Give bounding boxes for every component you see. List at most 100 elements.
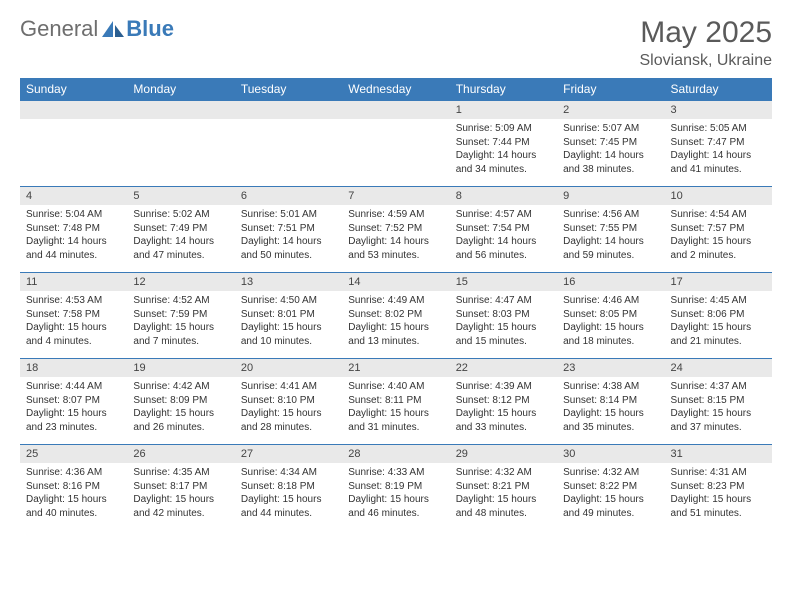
weekday-header: Wednesday bbox=[342, 78, 449, 101]
calendar-day-cell: 25Sunrise: 4:36 AMSunset: 8:16 PMDayligh… bbox=[20, 445, 127, 531]
calendar-day-cell: 15Sunrise: 4:47 AMSunset: 8:03 PMDayligh… bbox=[450, 273, 557, 359]
calendar-day-cell bbox=[127, 101, 234, 187]
calendar-day-cell: 22Sunrise: 4:39 AMSunset: 8:12 PMDayligh… bbox=[450, 359, 557, 445]
logo-text-blue: Blue bbox=[126, 16, 174, 42]
daylight-text: Daylight: 15 hours and 49 minutes. bbox=[563, 493, 658, 520]
day-content: Sunrise: 4:45 AMSunset: 8:06 PMDaylight:… bbox=[665, 291, 772, 354]
day-content: Sunrise: 4:52 AMSunset: 7:59 PMDaylight:… bbox=[127, 291, 234, 354]
day-content: Sunrise: 5:07 AMSunset: 7:45 PMDaylight:… bbox=[557, 119, 664, 182]
day-content: Sunrise: 5:02 AMSunset: 7:49 PMDaylight:… bbox=[127, 205, 234, 268]
daylight-text: Daylight: 15 hours and 31 minutes. bbox=[348, 407, 443, 434]
daylight-text: Daylight: 15 hours and 2 minutes. bbox=[671, 235, 766, 262]
daylight-text: Daylight: 15 hours and 44 minutes. bbox=[241, 493, 336, 520]
sunrise-text: Sunrise: 4:44 AM bbox=[26, 380, 121, 394]
day-number: 1 bbox=[450, 101, 557, 119]
sunrise-text: Sunrise: 5:09 AM bbox=[456, 122, 551, 136]
day-number bbox=[127, 101, 234, 119]
calendar-day-cell: 24Sunrise: 4:37 AMSunset: 8:15 PMDayligh… bbox=[665, 359, 772, 445]
daylight-text: Daylight: 14 hours and 56 minutes. bbox=[456, 235, 551, 262]
sunset-text: Sunset: 8:22 PM bbox=[563, 480, 658, 494]
calendar-day-cell: 28Sunrise: 4:33 AMSunset: 8:19 PMDayligh… bbox=[342, 445, 449, 531]
day-number: 23 bbox=[557, 359, 664, 377]
calendar-day-cell: 30Sunrise: 4:32 AMSunset: 8:22 PMDayligh… bbox=[557, 445, 664, 531]
day-content: Sunrise: 4:57 AMSunset: 7:54 PMDaylight:… bbox=[450, 205, 557, 268]
calendar-day-cell: 2Sunrise: 5:07 AMSunset: 7:45 PMDaylight… bbox=[557, 101, 664, 187]
daylight-text: Daylight: 15 hours and 10 minutes. bbox=[241, 321, 336, 348]
month-title: May 2025 bbox=[640, 16, 773, 50]
day-content: Sunrise: 4:56 AMSunset: 7:55 PMDaylight:… bbox=[557, 205, 664, 268]
day-number: 14 bbox=[342, 273, 449, 291]
day-content: Sunrise: 4:35 AMSunset: 8:17 PMDaylight:… bbox=[127, 463, 234, 526]
sunset-text: Sunset: 8:09 PM bbox=[133, 394, 228, 408]
location: Sloviansk, Ukraine bbox=[640, 52, 773, 70]
daylight-text: Daylight: 14 hours and 34 minutes. bbox=[456, 149, 551, 176]
calendar-day-cell: 10Sunrise: 4:54 AMSunset: 7:57 PMDayligh… bbox=[665, 187, 772, 273]
calendar-day-cell: 6Sunrise: 5:01 AMSunset: 7:51 PMDaylight… bbox=[235, 187, 342, 273]
daylight-text: Daylight: 14 hours and 50 minutes. bbox=[241, 235, 336, 262]
sunrise-text: Sunrise: 4:36 AM bbox=[26, 466, 121, 480]
logo: General Blue bbox=[20, 16, 174, 42]
day-content: Sunrise: 4:42 AMSunset: 8:09 PMDaylight:… bbox=[127, 377, 234, 440]
day-content: Sunrise: 4:40 AMSunset: 8:11 PMDaylight:… bbox=[342, 377, 449, 440]
day-number: 29 bbox=[450, 445, 557, 463]
day-number: 22 bbox=[450, 359, 557, 377]
sunset-text: Sunset: 8:11 PM bbox=[348, 394, 443, 408]
calendar-day-cell: 18Sunrise: 4:44 AMSunset: 8:07 PMDayligh… bbox=[20, 359, 127, 445]
sunset-text: Sunset: 7:57 PM bbox=[671, 222, 766, 236]
day-content: Sunrise: 4:47 AMSunset: 8:03 PMDaylight:… bbox=[450, 291, 557, 354]
day-content: Sunrise: 4:54 AMSunset: 7:57 PMDaylight:… bbox=[665, 205, 772, 268]
calendar-week-row: 18Sunrise: 4:44 AMSunset: 8:07 PMDayligh… bbox=[20, 359, 772, 445]
day-number bbox=[20, 101, 127, 119]
sunset-text: Sunset: 8:03 PM bbox=[456, 308, 551, 322]
daylight-text: Daylight: 15 hours and 23 minutes. bbox=[26, 407, 121, 434]
page-header: General Blue May 2025 Sloviansk, Ukraine bbox=[20, 16, 772, 70]
day-number: 27 bbox=[235, 445, 342, 463]
sunset-text: Sunset: 8:21 PM bbox=[456, 480, 551, 494]
day-content: Sunrise: 4:59 AMSunset: 7:52 PMDaylight:… bbox=[342, 205, 449, 268]
calendar-day-cell: 13Sunrise: 4:50 AMSunset: 8:01 PMDayligh… bbox=[235, 273, 342, 359]
daylight-text: Daylight: 14 hours and 44 minutes. bbox=[26, 235, 121, 262]
calendar-table: SundayMondayTuesdayWednesdayThursdayFrid… bbox=[20, 78, 772, 531]
day-number: 13 bbox=[235, 273, 342, 291]
sunrise-text: Sunrise: 4:34 AM bbox=[241, 466, 336, 480]
sunset-text: Sunset: 8:17 PM bbox=[133, 480, 228, 494]
day-content: Sunrise: 4:33 AMSunset: 8:19 PMDaylight:… bbox=[342, 463, 449, 526]
sunset-text: Sunset: 7:48 PM bbox=[26, 222, 121, 236]
day-number: 17 bbox=[665, 273, 772, 291]
day-content: Sunrise: 4:39 AMSunset: 8:12 PMDaylight:… bbox=[450, 377, 557, 440]
day-number: 28 bbox=[342, 445, 449, 463]
day-number: 25 bbox=[20, 445, 127, 463]
sunset-text: Sunset: 8:10 PM bbox=[241, 394, 336, 408]
daylight-text: Daylight: 15 hours and 15 minutes. bbox=[456, 321, 551, 348]
day-content: Sunrise: 4:36 AMSunset: 8:16 PMDaylight:… bbox=[20, 463, 127, 526]
sunrise-text: Sunrise: 4:40 AM bbox=[348, 380, 443, 394]
daylight-text: Daylight: 14 hours and 38 minutes. bbox=[563, 149, 658, 176]
day-number: 19 bbox=[127, 359, 234, 377]
logo-sail-icon bbox=[102, 21, 124, 37]
sunset-text: Sunset: 8:07 PM bbox=[26, 394, 121, 408]
day-content: Sunrise: 4:32 AMSunset: 8:22 PMDaylight:… bbox=[557, 463, 664, 526]
sunset-text: Sunset: 8:02 PM bbox=[348, 308, 443, 322]
sunset-text: Sunset: 7:58 PM bbox=[26, 308, 121, 322]
sunrise-text: Sunrise: 5:02 AM bbox=[133, 208, 228, 222]
daylight-text: Daylight: 15 hours and 33 minutes. bbox=[456, 407, 551, 434]
calendar-day-cell bbox=[342, 101, 449, 187]
day-content: Sunrise: 4:46 AMSunset: 8:05 PMDaylight:… bbox=[557, 291, 664, 354]
sunset-text: Sunset: 7:47 PM bbox=[671, 136, 766, 150]
day-number: 12 bbox=[127, 273, 234, 291]
sunset-text: Sunset: 8:06 PM bbox=[671, 308, 766, 322]
day-content: Sunrise: 4:50 AMSunset: 8:01 PMDaylight:… bbox=[235, 291, 342, 354]
sunset-text: Sunset: 7:52 PM bbox=[348, 222, 443, 236]
sunset-text: Sunset: 8:14 PM bbox=[563, 394, 658, 408]
sunset-text: Sunset: 7:44 PM bbox=[456, 136, 551, 150]
sunset-text: Sunset: 8:19 PM bbox=[348, 480, 443, 494]
sunrise-text: Sunrise: 4:50 AM bbox=[241, 294, 336, 308]
sunrise-text: Sunrise: 4:41 AM bbox=[241, 380, 336, 394]
daylight-text: Daylight: 14 hours and 47 minutes. bbox=[133, 235, 228, 262]
daylight-text: Daylight: 15 hours and 7 minutes. bbox=[133, 321, 228, 348]
day-number bbox=[235, 101, 342, 119]
calendar-day-cell: 7Sunrise: 4:59 AMSunset: 7:52 PMDaylight… bbox=[342, 187, 449, 273]
daylight-text: Daylight: 15 hours and 51 minutes. bbox=[671, 493, 766, 520]
day-number: 3 bbox=[665, 101, 772, 119]
calendar-week-row: 25Sunrise: 4:36 AMSunset: 8:16 PMDayligh… bbox=[20, 445, 772, 531]
